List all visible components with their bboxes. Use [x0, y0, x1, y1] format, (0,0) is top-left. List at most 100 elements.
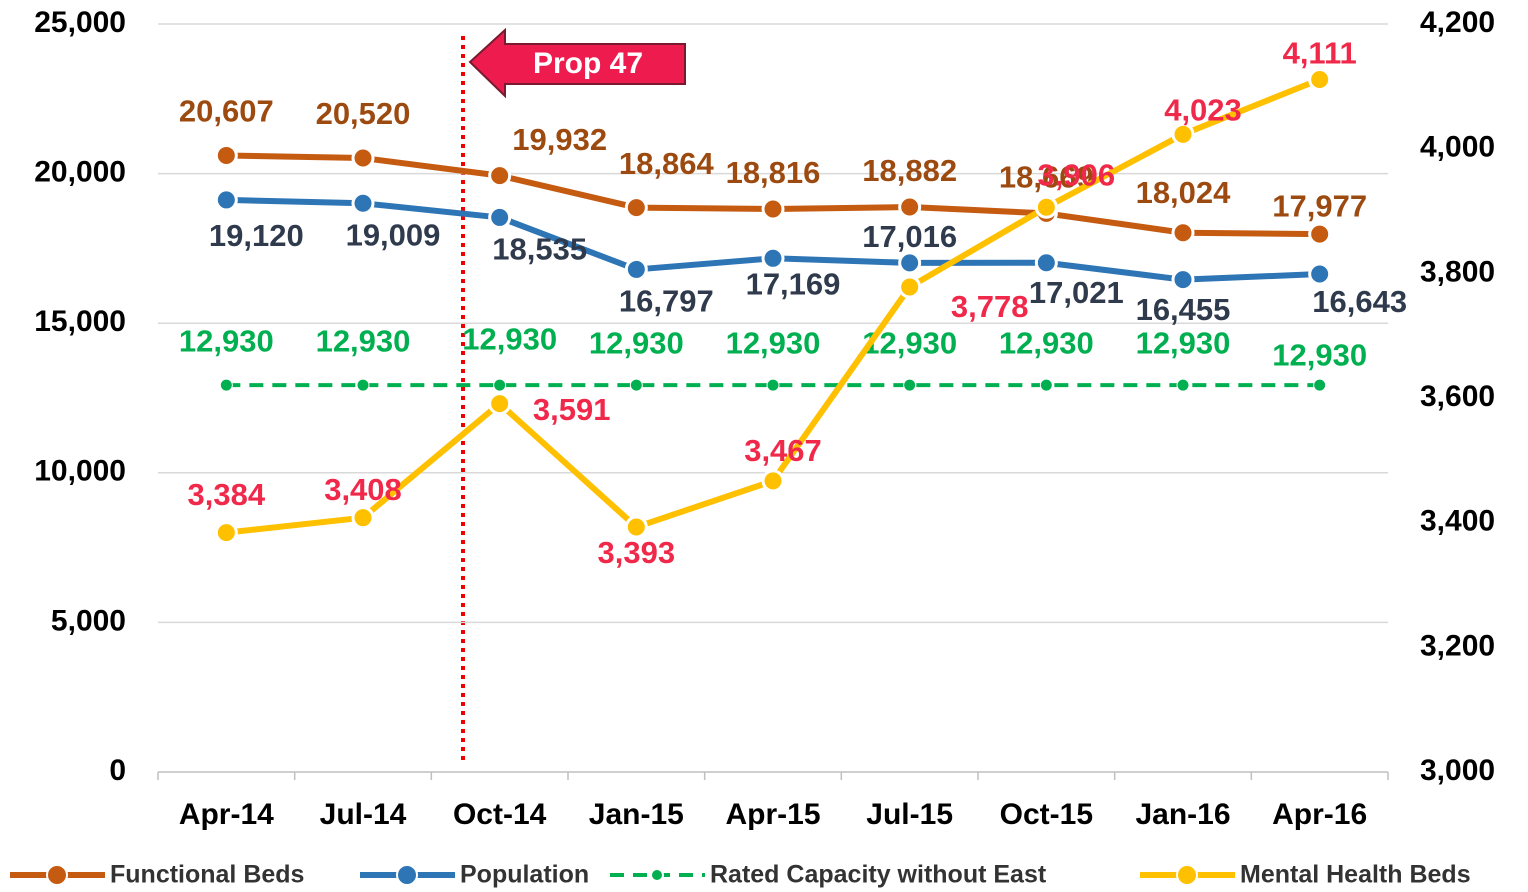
point: [488, 164, 512, 188]
point: [766, 378, 780, 392]
point: [214, 521, 238, 545]
point: [351, 506, 375, 530]
x-tick-label: Jan-16: [1135, 798, 1230, 831]
y2-tick-label: 3,000: [1420, 754, 1495, 787]
data-label: 12,930: [316, 323, 411, 358]
x-tick-label: Apr-16: [1272, 798, 1367, 831]
point: [1039, 378, 1053, 392]
point: [219, 378, 233, 392]
point: [493, 378, 507, 392]
legend-marker: [396, 864, 418, 886]
legend-marker: [650, 868, 664, 882]
y-tick-label: 25,000: [34, 6, 126, 39]
data-label: 3,408: [324, 472, 402, 507]
legend-marker: [1176, 864, 1198, 886]
point: [488, 205, 512, 229]
x-tick-label: Jul-14: [320, 798, 407, 831]
point: [761, 469, 785, 493]
legend-label: Population: [460, 861, 589, 889]
data-label: 17,021: [1029, 275, 1124, 310]
x-tick-label: Jul-15: [866, 798, 953, 831]
point: [488, 392, 512, 416]
x-tick-label: Apr-14: [179, 798, 274, 831]
data-label: 19,932: [512, 122, 607, 157]
data-label: 12,930: [589, 325, 684, 360]
data-label: 19,120: [209, 218, 304, 253]
data-label: 17,977: [1272, 188, 1367, 223]
y-tick-label: 0: [109, 754, 126, 787]
data-label: 18,882: [862, 153, 957, 188]
data-label: 12,930: [726, 325, 821, 360]
point: [898, 251, 922, 275]
y2-tick-label: 3,200: [1420, 629, 1495, 662]
annotation: Prop 47: [533, 47, 643, 80]
point: [761, 246, 785, 270]
y-tick-label: 10,000: [34, 455, 126, 488]
point: [1171, 122, 1195, 146]
data-label: 3,591: [533, 392, 611, 427]
x-tick-label: Oct-14: [453, 798, 547, 831]
point: [624, 196, 648, 220]
data-label: 19,009: [346, 217, 441, 252]
data-label: 3,467: [744, 433, 822, 468]
data-label: 18,535: [492, 232, 587, 267]
point: [624, 257, 648, 281]
point: [1308, 262, 1332, 286]
y2-tick-label: 3,600: [1420, 380, 1495, 413]
point: [1308, 222, 1332, 246]
data-label: 12,930: [179, 323, 274, 358]
point: [903, 378, 917, 392]
legend-label: Mental Health Beds: [1240, 861, 1471, 889]
y2-tick-label: 3,800: [1420, 255, 1495, 288]
data-label: 12,930: [1272, 337, 1367, 372]
data-label: 16,643: [1312, 284, 1407, 319]
legend-label: Functional Beds: [110, 861, 304, 889]
data-label: 12,930: [462, 321, 557, 356]
point: [898, 195, 922, 219]
point: [214, 143, 238, 167]
prop47-arrow: [468, 27, 686, 99]
legend-marker: [46, 864, 68, 886]
y2-tick-label: 3,400: [1420, 505, 1495, 538]
data-label: 18,024: [1136, 175, 1232, 210]
point: [1308, 67, 1332, 91]
data-label: 12,930: [1136, 325, 1231, 360]
point: [1176, 378, 1190, 392]
data-label: 3,778: [951, 289, 1029, 324]
point: [1171, 221, 1195, 245]
data-label: 3,906: [1038, 157, 1116, 192]
legend-label: Rated Capacity without East: [710, 861, 1047, 889]
data-label: 17,016: [862, 219, 957, 254]
data-label: 4,111: [1283, 36, 1357, 71]
point: [761, 197, 785, 221]
x-tick-label: Jan-15: [589, 798, 684, 831]
data-label: 18,864: [619, 146, 715, 181]
data-label: 17,169: [746, 266, 841, 301]
y-tick-label: 20,000: [34, 156, 126, 189]
y2-tick-label: 4,200: [1420, 6, 1495, 39]
point: [1313, 378, 1327, 392]
point: [1034, 251, 1058, 275]
y-tick-label: 5,000: [51, 604, 126, 637]
point: [624, 515, 648, 539]
data-label: 16,797: [619, 284, 714, 319]
data-label: 20,607: [179, 94, 274, 129]
point: [351, 146, 375, 170]
point: [356, 378, 370, 392]
data-label: 12,930: [999, 325, 1094, 360]
data-label: 3,393: [598, 535, 676, 570]
data-label: 16,455: [1136, 292, 1231, 327]
point: [898, 275, 922, 299]
y-tick-label: 15,000: [34, 305, 126, 338]
data-label: 4,023: [1164, 93, 1242, 128]
point: [214, 188, 238, 212]
point: [1171, 268, 1195, 292]
point: [629, 378, 643, 392]
x-tick-label: Apr-15: [725, 798, 820, 831]
point: [351, 191, 375, 215]
x-tick-label: Oct-15: [1000, 798, 1093, 831]
data-label: 20,520: [316, 96, 411, 131]
point: [1034, 195, 1058, 219]
data-label: 3,384: [188, 477, 266, 512]
